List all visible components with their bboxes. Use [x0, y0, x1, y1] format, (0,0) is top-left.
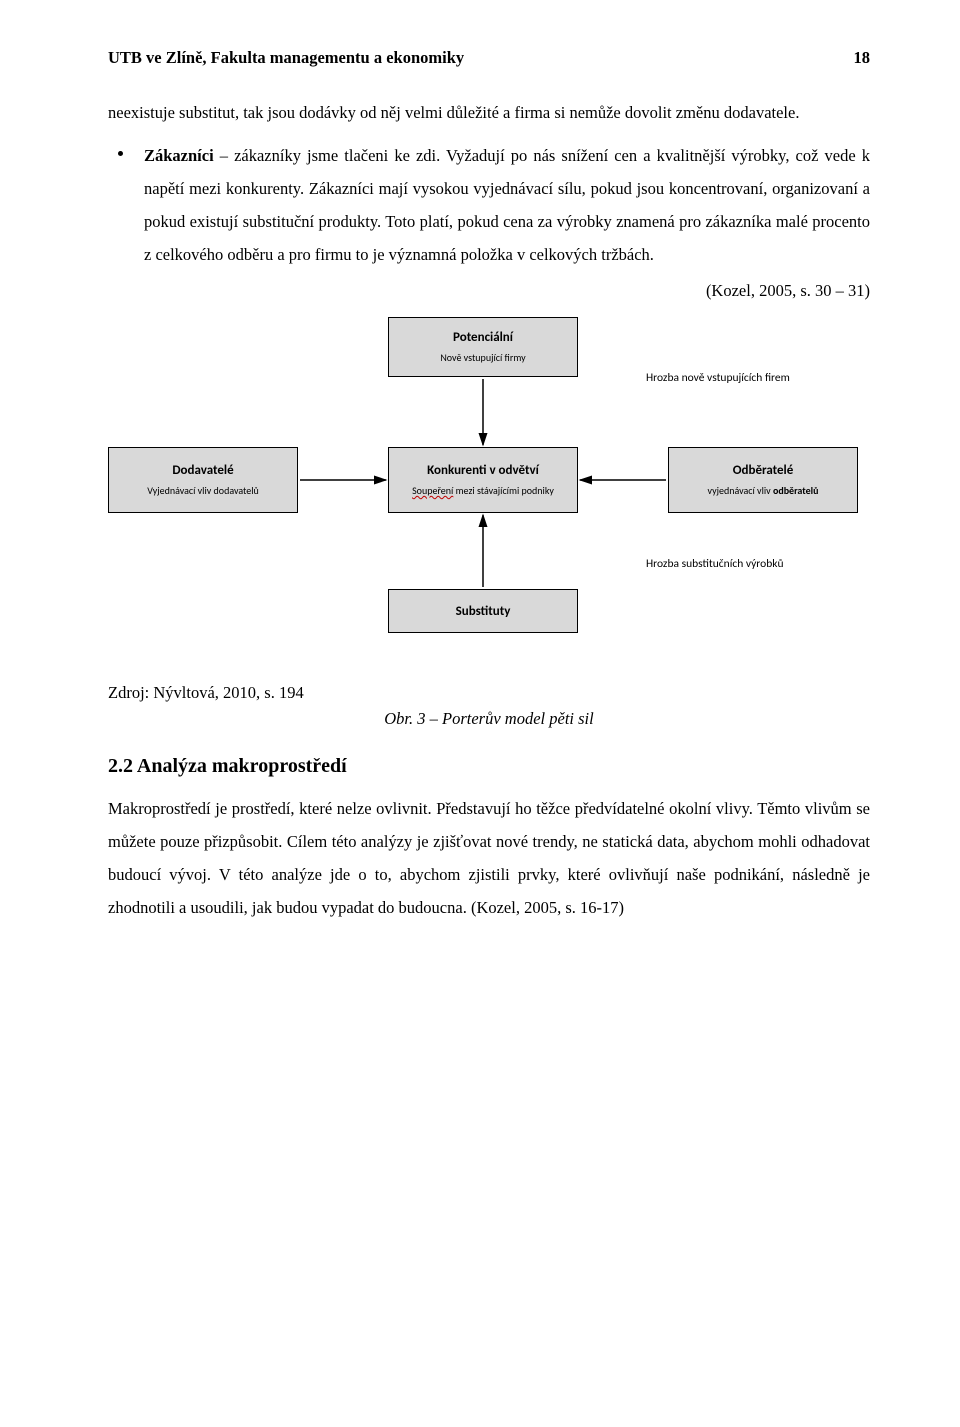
- header-left: UTB ve Zlíně, Fakulta managementu a ekon…: [108, 48, 464, 68]
- node-potential-sub: Nově vstupující firmy: [440, 351, 525, 364]
- bullet-dot-icon: [118, 151, 123, 156]
- figure-caption: Obr. 3 – Porterův model pěti sil: [108, 709, 870, 729]
- node-buyers-sub: vyjednávací vliv odběratelů: [708, 484, 819, 497]
- node-suppliers-sub: Vyjednávací vliv dodavatelů: [147, 484, 259, 497]
- paragraph-makroprostredi: Makroprostředí je prostředí, které nelze…: [108, 792, 870, 924]
- node-buyers: Odběratelé vyjednávací vliv odběratelů: [668, 447, 858, 513]
- bullet-zakaznici: Zákazníci – zákazníky jsme tlačeni ke zd…: [108, 139, 870, 271]
- node-rivalry-sub: Soupeření mezi stávajícími podniky: [412, 484, 554, 497]
- annotation-substitutes-threat: Hrozba substitučních výrobků: [646, 557, 784, 572]
- annotation-new-entrants: Hrozba nově vstupujících firem: [646, 371, 790, 386]
- node-substitutes: Substituty: [388, 589, 578, 633]
- node-suppliers: Dodavatelé Vyjednávací vliv dodavatelů: [108, 447, 298, 513]
- heading-2-2: 2.2 Analýza makroprostředí: [108, 755, 870, 778]
- bullet-lead: Zákazníci: [144, 146, 214, 165]
- node-suppliers-title: Dodavatelé: [172, 463, 233, 478]
- node-substitutes-title: Substituty: [456, 604, 511, 619]
- bullet-body: – zákazníky jsme tlačeni ke zdi. Vyžaduj…: [144, 146, 870, 264]
- paragraph-continuation: neexistuje substitut, tak jsou dodávky o…: [108, 96, 870, 129]
- node-potential-title: Potenciální: [453, 330, 513, 345]
- page-number: 18: [854, 48, 871, 68]
- figure-source: Zdroj: Nývltová, 2010, s. 194: [108, 683, 870, 703]
- node-potential: Potenciální Nově vstupující firmy: [388, 317, 578, 377]
- node-buyers-title: Odběratelé: [733, 463, 794, 478]
- node-rivalry: Konkurenti v odvětví Soupeření mezi stáv…: [388, 447, 578, 513]
- page-header: UTB ve Zlíně, Fakulta managementu a ekon…: [108, 48, 870, 68]
- citation-kozel-1: (Kozel, 2005, s. 30 – 31): [108, 281, 870, 301]
- porter-five-forces-diagram: Potenciální Nově vstupující firmy Dodava…: [108, 317, 868, 657]
- node-rivalry-title: Konkurenti v odvětví: [427, 463, 539, 478]
